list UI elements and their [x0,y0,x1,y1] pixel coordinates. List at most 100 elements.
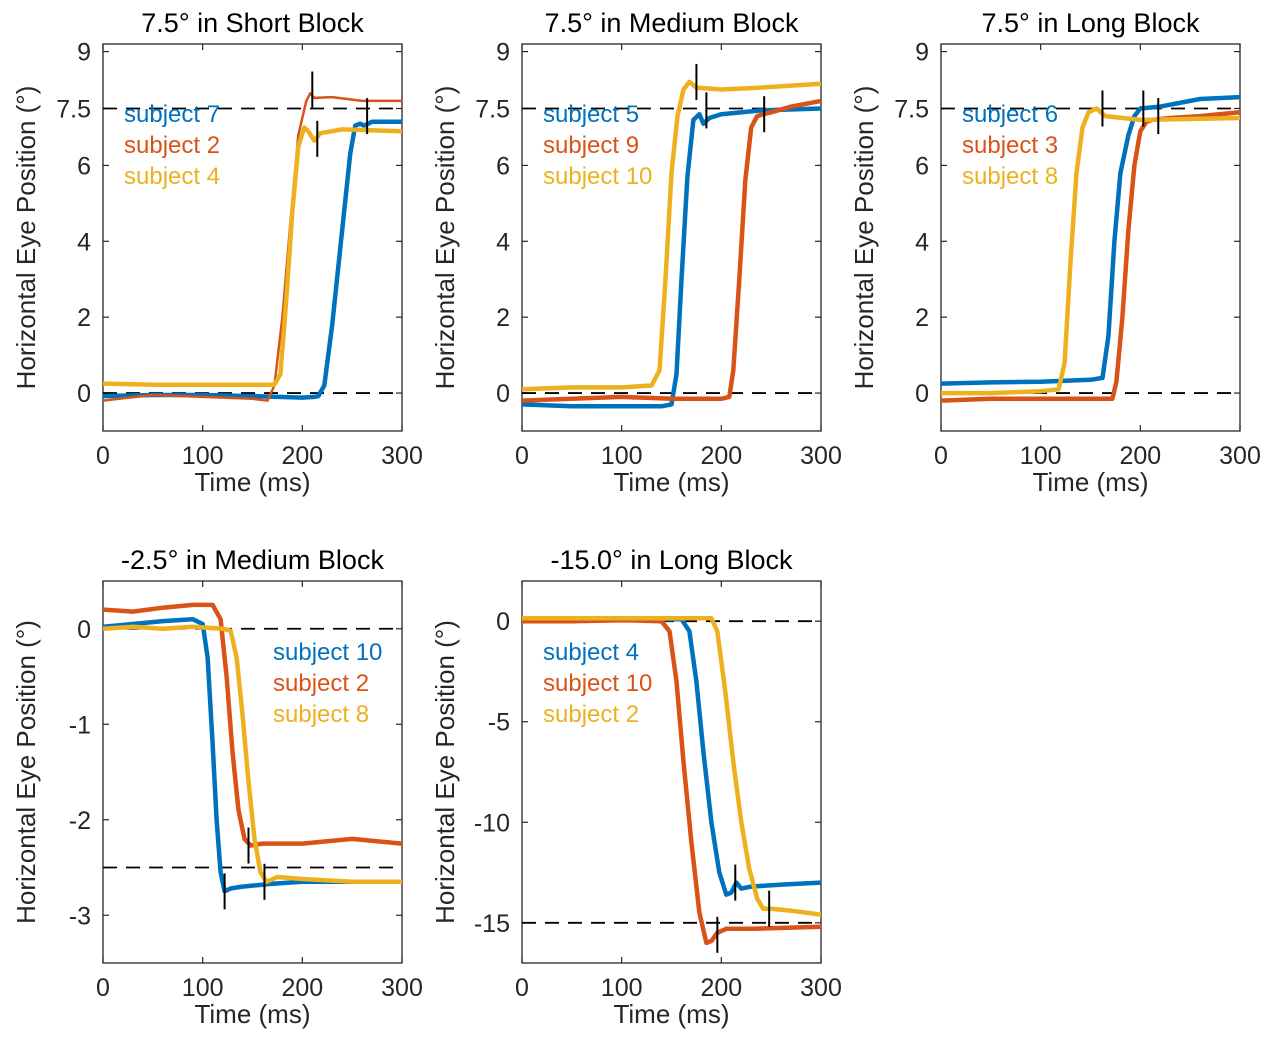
series-line [522,79,821,392]
legend-entry: subject 2 [124,132,220,159]
y-tick-label: 6 [496,152,510,180]
y-tick-label: -5 [488,709,510,737]
x-tick-label: 200 [700,974,742,1002]
y-tick-label: 9 [77,39,91,67]
series-line [103,125,402,387]
y-tick-label: -2 [69,807,91,835]
x-tick-label: 200 [700,442,742,470]
x-tick-label: 300 [1219,442,1261,470]
legend-entry: subject 7 [124,101,220,128]
y-axis-label: Horizontal Eye Position (°) [849,86,879,390]
chart-panel-1: 0 100 200 300 0 2 4 6 7.5 9 7.5° in Short Block Tim… [11,8,423,497]
plot-area [103,71,402,402]
series-line [522,106,821,409]
y-tick-label: 4 [496,228,510,256]
series-line [103,119,402,400]
series-line [522,98,821,403]
series-line [103,616,402,894]
y-axis-label: Horizontal Eye Position (°) [11,620,41,924]
x-tick-label: 200 [1119,442,1161,470]
chart-title: 7.5° in Short Block [141,8,364,38]
x-axis-label: Time (ms) [194,999,310,1029]
y-tick-label: 4 [77,228,91,256]
legend-entry: subject 2 [543,701,639,728]
legend-entry: subject 3 [962,132,1058,159]
plot-area [522,615,821,953]
x-tick-label: 300 [800,442,842,470]
legend-entry: subject 4 [543,639,639,666]
y-tick-label: 2 [915,304,929,332]
x-tick-label: 0 [515,974,529,1002]
series-line [103,624,402,885]
chart-panel-3: 0 100 200 300 0 2 4 6 7.5 9 7.5° in Long Block Time… [849,8,1261,497]
x-tick-label: 300 [381,974,423,1002]
legend-entry: subject 10 [543,670,652,697]
x-tick-label: 100 [182,442,224,470]
plot-area [941,90,1240,403]
y-tick-label: 0 [77,616,91,644]
chart-title: 7.5° in Long Block [982,8,1200,38]
x-axis-label: Time (ms) [194,467,310,497]
axes-box [521,580,822,964]
axes-box [102,580,403,964]
x-tick-label: 100 [182,974,224,1002]
series-line [103,602,402,848]
legend-entry: subject 10 [543,163,652,190]
x-axis-label: Time (ms) [613,999,729,1029]
series-line [941,106,1240,396]
y-tick-label: 0 [915,380,929,408]
y-tick-label: 4 [915,228,929,256]
axes-box [102,43,403,432]
x-tick-label: 0 [96,442,110,470]
x-tick-label: 300 [381,442,423,470]
y-tick-label: 0 [496,380,510,408]
legend-entry: subject 4 [124,163,220,190]
x-tick-label: 0 [96,974,110,1002]
x-tick-label: 0 [934,442,948,470]
chart-panel-5: 0 100 200 300 0 -5 -10 -15 -15.0° in Long Block T… [430,545,842,1029]
y-tick-label: 6 [915,152,929,180]
legend-entry: subject 5 [543,101,639,128]
y-tick-label: 9 [496,39,510,67]
y-axis-label: Horizontal Eye Position (°) [430,620,460,924]
legend-entry: subject 10 [273,639,382,666]
y-tick-label: -10 [474,809,510,837]
y-axis-label: Horizontal Eye Position (°) [430,86,460,390]
series-line [522,617,821,946]
y-tick-label: 2 [496,304,510,332]
x-tick-label: 300 [800,974,842,1002]
y-tick-label: 7.5 [56,96,91,124]
x-tick-label: 100 [601,974,643,1002]
legend-entry: subject 8 [273,701,369,728]
x-tick-label: 0 [515,442,529,470]
y-tick-label: 0 [77,380,91,408]
legend-entry: subject 8 [962,163,1058,190]
y-tick-label: -15 [474,910,510,938]
x-axis-label: Time (ms) [613,467,729,497]
y-tick-label: 6 [77,152,91,180]
plot-area [522,63,821,409]
y-axis-label: Horizontal Eye Position (°) [11,86,41,390]
legend-entry: subject 2 [273,670,369,697]
chart-panel-4: 0 100 200 300 0 -1 -2 -3 -2.5° in Medium Block Ti… [11,545,423,1029]
y-tick-label: -3 [69,902,91,930]
y-tick-label: 7.5 [475,96,510,124]
x-axis-label: Time (ms) [1032,467,1148,497]
axes-box [940,43,1241,432]
plot-area [103,602,402,910]
x-tick-label: 100 [601,442,643,470]
x-tick-label: 200 [281,442,323,470]
y-tick-label: 9 [915,39,929,67]
x-tick-label: 100 [1020,442,1062,470]
y-tick-label: 0 [496,608,510,636]
axes-box [521,43,822,432]
chart-title: -2.5° in Medium Block [121,545,384,575]
legend-entry: subject 9 [543,132,639,159]
y-tick-label: -1 [69,711,91,739]
series-line [941,94,1240,386]
chart-title: 7.5° in Medium Block [545,8,799,38]
chart-panel-2: 0 100 200 300 0 2 4 6 7.5 9 7.5° in Medium Block Ti… [430,8,842,497]
chart-title: -15.0° in Long Block [551,545,793,575]
y-tick-label: 2 [77,304,91,332]
